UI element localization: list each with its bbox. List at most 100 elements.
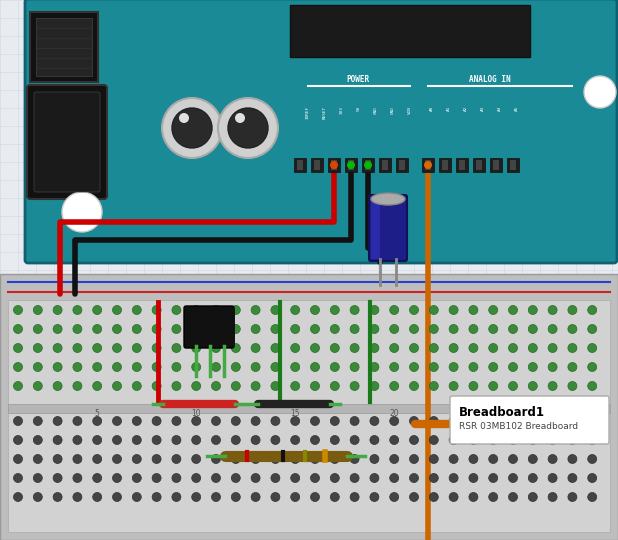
Circle shape: [73, 455, 82, 463]
Circle shape: [390, 325, 399, 334]
Circle shape: [390, 492, 399, 502]
Text: VIN: VIN: [408, 106, 412, 114]
Circle shape: [528, 455, 537, 463]
Circle shape: [93, 343, 102, 353]
Circle shape: [132, 474, 142, 483]
Circle shape: [172, 435, 181, 444]
Circle shape: [73, 416, 82, 426]
Circle shape: [588, 362, 597, 372]
Circle shape: [290, 492, 300, 502]
Circle shape: [469, 306, 478, 314]
Circle shape: [14, 416, 22, 426]
Circle shape: [350, 362, 359, 372]
Text: GND: GND: [374, 106, 378, 114]
Circle shape: [330, 455, 339, 463]
Circle shape: [410, 474, 418, 483]
Circle shape: [211, 306, 221, 314]
Circle shape: [528, 362, 537, 372]
Circle shape: [588, 435, 597, 444]
Circle shape: [430, 455, 438, 463]
Circle shape: [211, 325, 221, 334]
Circle shape: [53, 435, 62, 444]
Circle shape: [251, 343, 260, 353]
Circle shape: [430, 381, 438, 390]
Circle shape: [410, 362, 418, 372]
Circle shape: [568, 325, 577, 334]
Circle shape: [112, 306, 122, 314]
Circle shape: [568, 474, 577, 483]
Circle shape: [53, 492, 62, 502]
Circle shape: [489, 362, 497, 372]
Bar: [290, 5, 530, 57]
Circle shape: [469, 474, 478, 483]
Circle shape: [548, 362, 557, 372]
Circle shape: [509, 343, 517, 353]
Circle shape: [53, 325, 62, 334]
Circle shape: [271, 381, 280, 390]
Circle shape: [14, 435, 22, 444]
Circle shape: [251, 306, 260, 314]
Circle shape: [509, 306, 517, 314]
Bar: [507, 158, 519, 172]
Circle shape: [469, 492, 478, 502]
Circle shape: [290, 435, 300, 444]
Circle shape: [192, 492, 201, 502]
Circle shape: [568, 306, 577, 314]
Circle shape: [489, 435, 497, 444]
Circle shape: [290, 362, 300, 372]
Circle shape: [528, 343, 537, 353]
Circle shape: [231, 455, 240, 463]
Circle shape: [370, 381, 379, 390]
Circle shape: [192, 435, 201, 444]
Circle shape: [568, 343, 577, 353]
Circle shape: [33, 362, 42, 372]
Circle shape: [73, 474, 82, 483]
Bar: [425, 160, 431, 170]
Circle shape: [310, 416, 320, 426]
Circle shape: [390, 306, 399, 314]
Circle shape: [251, 492, 260, 502]
Circle shape: [53, 306, 62, 314]
Circle shape: [271, 455, 280, 463]
Circle shape: [449, 343, 458, 353]
Circle shape: [430, 325, 438, 334]
Circle shape: [568, 381, 577, 390]
Circle shape: [152, 455, 161, 463]
Circle shape: [14, 455, 22, 463]
Circle shape: [211, 474, 221, 483]
Text: A3: A3: [481, 106, 485, 111]
Text: A4: A4: [498, 106, 502, 111]
Circle shape: [330, 474, 339, 483]
Circle shape: [390, 435, 399, 444]
Circle shape: [410, 416, 418, 426]
Circle shape: [93, 325, 102, 334]
Circle shape: [132, 492, 142, 502]
Circle shape: [509, 492, 517, 502]
Circle shape: [449, 306, 458, 314]
Circle shape: [211, 435, 221, 444]
Circle shape: [430, 474, 438, 483]
Circle shape: [290, 343, 300, 353]
Bar: [473, 158, 485, 172]
Bar: [230, 308, 235, 346]
Circle shape: [93, 362, 102, 372]
Circle shape: [330, 381, 339, 390]
Circle shape: [231, 474, 240, 483]
Circle shape: [73, 343, 82, 353]
Text: 15: 15: [290, 408, 300, 417]
Circle shape: [310, 306, 320, 314]
Circle shape: [53, 362, 62, 372]
Circle shape: [548, 306, 557, 314]
Bar: [382, 160, 388, 170]
Circle shape: [430, 306, 438, 314]
Circle shape: [228, 108, 268, 148]
Circle shape: [489, 306, 497, 314]
Circle shape: [370, 474, 379, 483]
Bar: [396, 158, 408, 172]
Circle shape: [584, 76, 616, 108]
Circle shape: [14, 474, 22, 483]
Circle shape: [528, 435, 537, 444]
Circle shape: [370, 455, 379, 463]
Circle shape: [548, 492, 557, 502]
Circle shape: [93, 435, 102, 444]
